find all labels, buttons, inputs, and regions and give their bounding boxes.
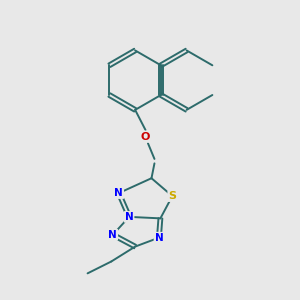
Text: O: O	[141, 132, 150, 142]
Text: N: N	[154, 233, 163, 243]
Text: S: S	[168, 191, 176, 201]
Text: O: O	[141, 132, 150, 142]
Text: N: N	[114, 188, 123, 198]
Text: N: N	[109, 230, 117, 240]
Text: N: N	[125, 212, 134, 222]
